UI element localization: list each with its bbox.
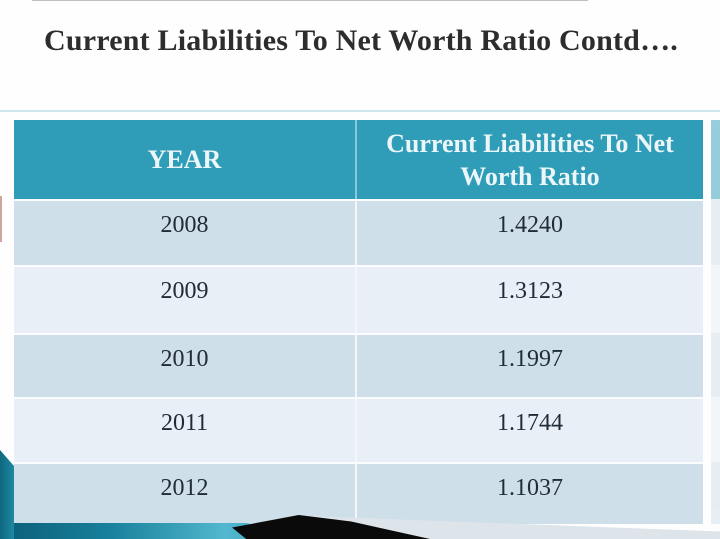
slide-title: Current Liabilities To Net Worth Ratio C… xyxy=(44,24,678,57)
header-year: YEAR xyxy=(14,120,357,199)
table-row: 2010 1.1997 xyxy=(14,333,703,397)
ratio-table: YEAR Current Liabilities To Net Worth Ra… xyxy=(14,120,703,524)
year-cell: 2009 xyxy=(14,267,357,333)
ratio-cell: 1.3123 xyxy=(497,278,563,304)
table-row: 2009 1.3123 xyxy=(14,265,703,333)
year-cell: 2012 xyxy=(14,464,357,524)
top-border-line xyxy=(32,0,588,1)
ratio-cell: 1.4240 xyxy=(497,212,563,238)
ratio-cell: 1.1037 xyxy=(497,475,563,501)
table-edge-ghost-strip xyxy=(711,120,720,524)
table-row: 2008 1.4240 xyxy=(14,199,703,265)
table-row: 2012 1.1037 xyxy=(14,462,703,524)
year-cell: 2010 xyxy=(14,335,357,397)
decor-teal-band xyxy=(0,523,312,539)
year-cell: 2011 xyxy=(14,399,357,462)
header-ratio: Current Liabilities To Net Worth Ratio xyxy=(386,128,674,191)
ratio-cell: 1.1744 xyxy=(497,410,563,436)
title-divider-line xyxy=(0,110,720,112)
left-edge-accent xyxy=(0,196,2,242)
table-row: 2011 1.1744 xyxy=(14,397,703,462)
year-cell: 2008 xyxy=(14,201,357,265)
table-header-row: YEAR Current Liabilities To Net Worth Ra… xyxy=(14,120,703,199)
decor-left-teal-wedge xyxy=(0,450,14,539)
ratio-cell: 1.1997 xyxy=(497,346,563,372)
